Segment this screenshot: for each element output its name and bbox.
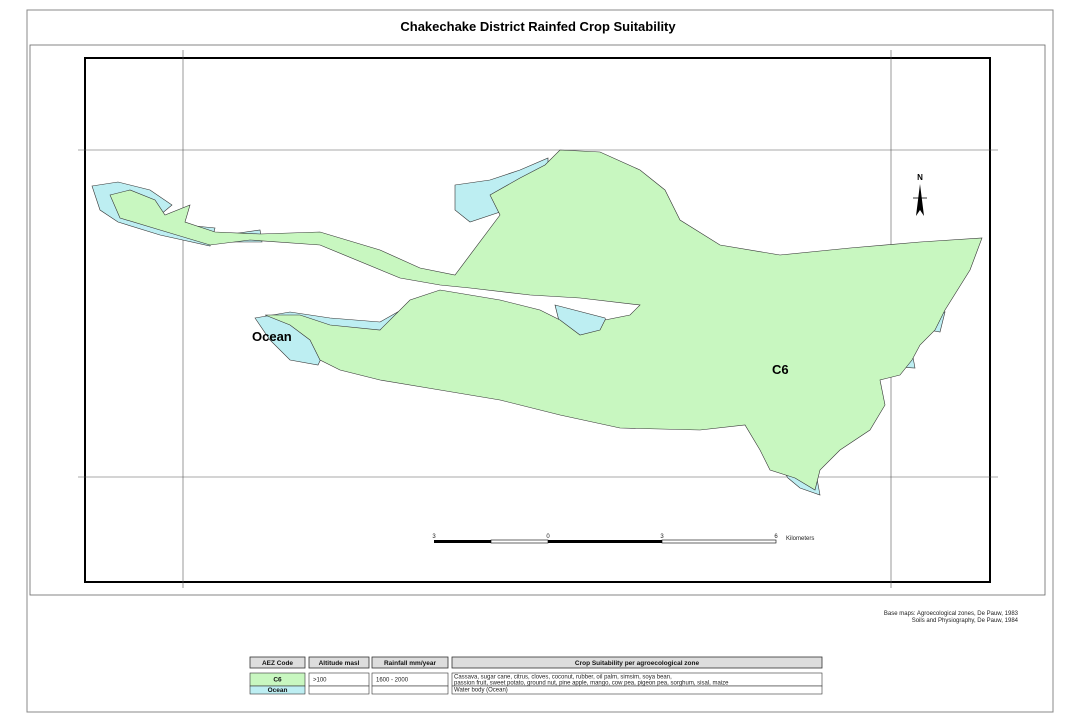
table-cell <box>451 685 823 695</box>
cell-text: 1600 - 2000 <box>376 678 409 684</box>
north-arrow-shape <box>916 184 924 216</box>
sheet-border <box>26 9 1054 713</box>
header-text: Crop Suitability per agroecological zone <box>575 660 700 667</box>
north-label: N <box>917 173 923 182</box>
zone-label: C6 <box>772 362 789 377</box>
north-arrow: N <box>913 173 927 216</box>
ocean-label: Ocean <box>252 329 292 344</box>
cell-text: Ocean <box>268 687 288 694</box>
map-frame <box>29 44 1046 596</box>
map-title: Chakechake District Rainfed Crop Suitabi… <box>400 19 676 34</box>
header-text: Altitude masl <box>319 660 360 667</box>
table-cell <box>249 685 306 695</box>
scale-segment <box>661 539 777 544</box>
table-cell <box>371 685 449 695</box>
header-cell <box>451 656 823 669</box>
source-note: Soils and Physiography, De Pauw, 1984 <box>912 618 1019 624</box>
scale-label: 3 <box>432 534 436 540</box>
header-cell <box>308 656 370 669</box>
table-cell <box>308 685 370 695</box>
legend-table: AEZ Code Altitude masl Rainfall mm/year Cro… <box>249 656 823 695</box>
scale-label: 6 <box>774 534 778 540</box>
neatline <box>84 57 991 583</box>
scale-bar: 3 0 3 6 Kilometers <box>432 534 814 544</box>
cell-text: Water body (Ocean) <box>454 688 508 694</box>
source-note: Base maps: Agroecological zones, De Pauw… <box>884 611 1019 617</box>
header-text: AEZ Code <box>262 660 293 667</box>
header-text: Rainfall mm/year <box>384 660 436 667</box>
scale-segment <box>434 540 491 543</box>
cell-text: >100 <box>313 678 327 684</box>
cell-text: Cassava, sugar cane, citrus, cloves, coc… <box>454 675 672 681</box>
scale-segment <box>490 539 549 544</box>
cell-text: C6 <box>273 677 282 684</box>
scale-label: 0 <box>546 534 550 540</box>
scale-unit: Kilometers <box>786 536 814 542</box>
scale-label: 3 <box>660 534 664 540</box>
header-cell <box>371 656 449 669</box>
zone-c6 <box>109 149 983 491</box>
header-cell <box>249 656 306 669</box>
cell-text: passion fruit, sweet potato, ground nut,… <box>454 681 729 687</box>
scale-segment <box>548 540 662 543</box>
